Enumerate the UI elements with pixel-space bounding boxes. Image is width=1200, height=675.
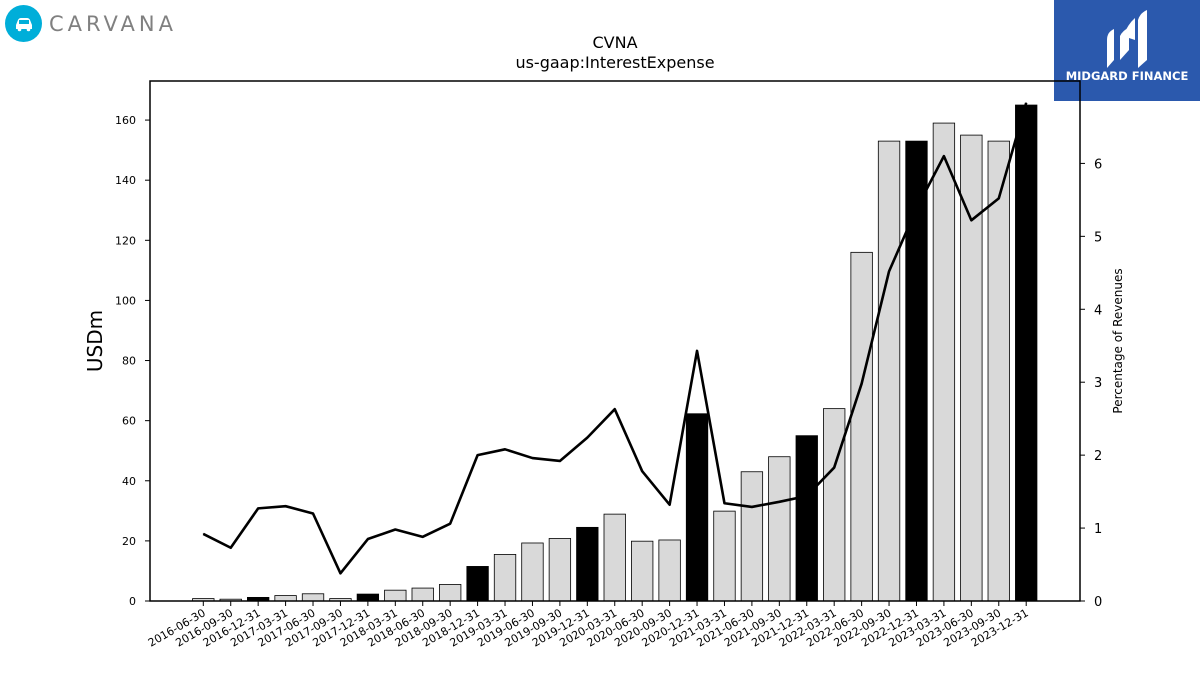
line-point-2019-12-31 — [586, 437, 588, 439]
line-point-2023-12-31 — [1025, 102, 1027, 104]
bar-2017-03-31 — [274, 595, 297, 602]
line-point-2018-09-30 — [449, 523, 451, 525]
badge-label: MIDGARD FINANCE — [1065, 69, 1189, 83]
bar-2021-12-31 — [795, 435, 818, 602]
line-point-2022-09-30 — [888, 270, 890, 272]
bar-2018-12-31 — [466, 566, 489, 602]
line-point-2017-12-31 — [367, 538, 369, 540]
line-point-2018-06-30 — [422, 536, 424, 538]
carvana-logo: CARVANA — [5, 5, 177, 42]
y2-tick-label-4: 4 — [1094, 303, 1102, 318]
y2-tick-label-5: 5 — [1094, 230, 1102, 245]
y-tick-label-140: 140 — [115, 174, 136, 187]
y-axis-label: USDm — [83, 310, 107, 372]
bar-2021-09-30 — [768, 456, 791, 602]
car-icon — [5, 5, 42, 42]
bar-2019-12-31 — [576, 526, 599, 602]
y-tick-label-100: 100 — [115, 294, 136, 307]
bar-2020-06-30 — [631, 540, 654, 602]
bar-2017-12-31 — [356, 593, 380, 602]
chart-title: CVNA — [592, 33, 638, 52]
bar-2022-09-30 — [877, 140, 901, 602]
line-point-2016-12-31 — [257, 507, 259, 509]
chart-subtitle: us-gaap:InterestExpense — [515, 53, 715, 72]
y-tick-label-160: 160 — [115, 114, 136, 127]
y-tick-label-20: 20 — [122, 535, 136, 548]
y2-tick-label-2: 2 — [1094, 449, 1102, 464]
y2-tick-label-1: 1 — [1094, 522, 1102, 537]
line-point-2021-09-30 — [778, 501, 780, 503]
line-point-2021-06-30 — [751, 506, 753, 508]
bar-2020-03-31 — [603, 513, 626, 602]
bar-2019-03-31 — [493, 554, 517, 602]
line-point-2022-03-31 — [833, 467, 835, 469]
bar-2017-06-30 — [301, 593, 325, 602]
bar-2022-06-30 — [850, 251, 873, 602]
line-point-2017-09-30 — [339, 572, 341, 574]
y-tick-label-80: 80 — [122, 355, 136, 368]
line-point-2016-06-30 — [202, 533, 204, 535]
y2-tick-label-6: 6 — [1094, 157, 1102, 172]
line-point-2019-06-30 — [531, 457, 533, 459]
bar-2023-09-30 — [987, 140, 1010, 602]
line-point-2020-03-31 — [614, 408, 616, 410]
bar-2021-06-30 — [740, 471, 764, 602]
line-point-2016-09-30 — [230, 547, 232, 549]
bar-2020-09-30 — [658, 539, 681, 602]
bar-2020-12-31 — [685, 413, 709, 602]
line-point-2018-03-31 — [394, 529, 396, 531]
line-point-2022-12-31 — [915, 208, 917, 210]
bar-2023-03-31 — [932, 122, 956, 602]
bar-2018-03-31 — [384, 589, 407, 602]
y-tick-label-60: 60 — [122, 415, 136, 428]
bar-2019-09-30 — [548, 538, 572, 602]
line-point-2023-03-31 — [943, 155, 945, 157]
y-tick-label-120: 120 — [115, 234, 136, 247]
bar-2023-12-31 — [1015, 104, 1038, 602]
line-point-2021-03-31 — [723, 502, 725, 504]
y2-axis-label: Percentage of Revenues — [1111, 268, 1125, 413]
line-point-2019-09-30 — [559, 460, 561, 462]
y2-tick-label-0: 0 — [1094, 595, 1102, 610]
line-point-2020-09-30 — [669, 504, 671, 506]
midgard-logo-icon — [1107, 10, 1147, 68]
bar-2018-09-30 — [439, 584, 462, 602]
bar-2021-03-31 — [713, 510, 736, 602]
y-tick-label-40: 40 — [122, 475, 136, 488]
line-point-2020-12-31 — [696, 350, 698, 352]
line-point-2022-06-30 — [861, 383, 863, 385]
line-point-2017-03-31 — [285, 505, 287, 507]
bar-2019-06-30 — [521, 542, 544, 602]
line-point-2023-06-30 — [970, 219, 972, 221]
bar-2022-03-31 — [823, 408, 846, 602]
line-point-2021-12-31 — [806, 495, 808, 497]
bar-2018-06-30 — [411, 587, 434, 602]
line-point-2019-03-31 — [504, 448, 506, 450]
y2-tick-label-3: 3 — [1094, 376, 1102, 391]
midgard-finance-badge: MIDGARD FINANCE — [1054, 0, 1200, 101]
line-point-2017-06-30 — [312, 512, 314, 514]
brand-name: CARVANA — [49, 11, 177, 36]
line-point-2023-09-30 — [998, 197, 1000, 199]
line-point-2020-06-30 — [641, 470, 643, 472]
y-tick-label-0: 0 — [129, 595, 136, 608]
line-point-2018-12-31 — [477, 454, 479, 456]
percent-of-revenue-line — [202, 102, 1028, 575]
